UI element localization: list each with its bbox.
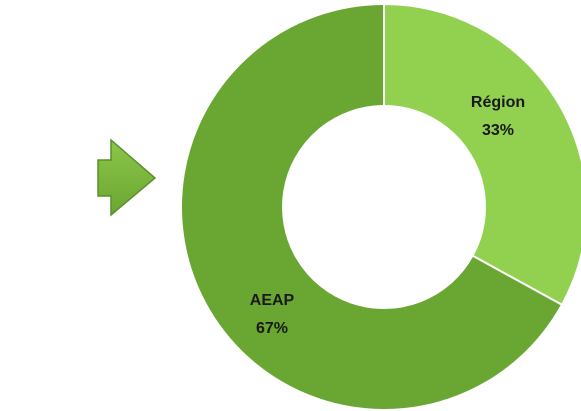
arrow — [97, 138, 157, 217]
segment-value: 67% — [256, 320, 288, 337]
labels: Région 33% AEAP 67% — [250, 94, 525, 337]
segment-value: 33% — [482, 122, 514, 139]
donut-segment — [383, 2, 581, 307]
segment-name: Région — [471, 94, 525, 111]
segment-name: AEAP — [250, 292, 295, 309]
donut — [180, 2, 581, 411]
donut-segment — [180, 2, 564, 411]
